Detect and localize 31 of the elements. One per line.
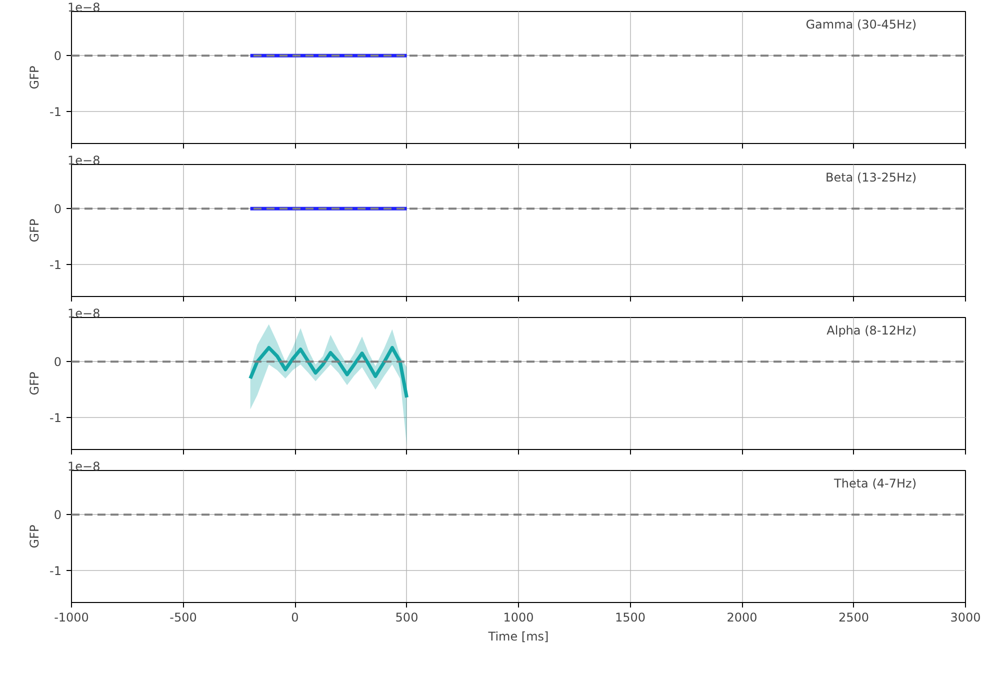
y-tick-label: -1: [50, 105, 62, 120]
annotation: 1e−8: [68, 460, 100, 474]
y-axis-title: GFP: [28, 524, 42, 548]
x-tick-label: 1500: [614, 610, 646, 624]
annotation: 1e−8: [68, 0, 100, 14]
annotation: Alpha (8-12Hz): [826, 324, 917, 338]
y-tick-label: 0: [54, 49, 62, 64]
x-tick-label: -1000: [54, 610, 89, 624]
y-axis-title: GFP: [28, 218, 42, 242]
x-tick-label: 500: [395, 610, 418, 624]
annotation: 1e−8: [68, 154, 100, 168]
x-tick-label: -500: [170, 610, 197, 624]
x-axis-title: Time [ms]: [487, 630, 549, 644]
x-tick-label: 3000: [950, 610, 981, 624]
annotation: Gamma (30-45Hz): [806, 18, 917, 32]
line-series: [248, 346, 408, 400]
y-tick-label: -1: [50, 258, 62, 272]
annotation: Theta (4-7Hz): [833, 476, 917, 490]
y-tick-label: 0: [54, 202, 62, 216]
y-tick-label: -1: [50, 564, 62, 578]
y-tick-label: 0: [54, 355, 62, 370]
y-tick-label: 0: [54, 508, 62, 522]
x-tick-label: 2500: [838, 610, 870, 624]
x-tick-label: 2000: [726, 610, 758, 624]
x-tick-label: 0: [291, 610, 299, 624]
y-axis-title: GFP: [28, 372, 42, 396]
x-tick-label: 1000: [503, 610, 534, 624]
y-axis-title: GFP: [28, 66, 42, 90]
y-tick-label: -1: [50, 411, 62, 426]
annotation: Beta (13-25Hz): [825, 170, 917, 184]
annotation: 1e−8: [68, 306, 100, 320]
